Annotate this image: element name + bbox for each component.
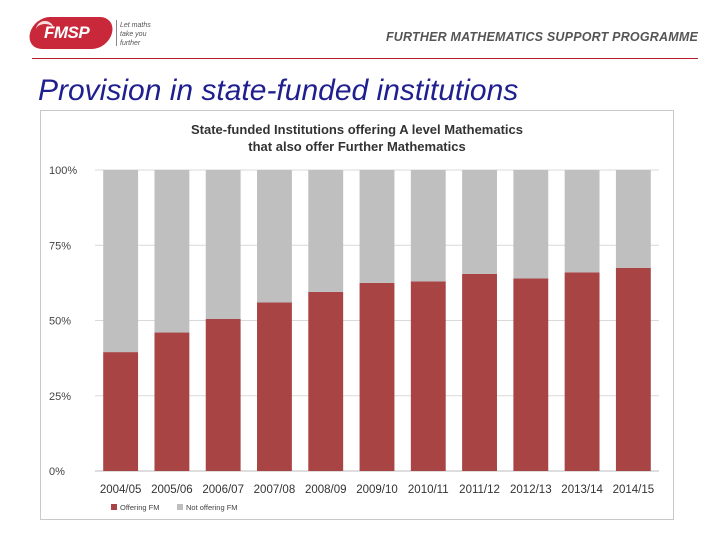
- bar-not-offering-fm: [359, 170, 395, 283]
- bar-not-offering-fm: [308, 170, 344, 292]
- y-tick-label: 100%: [49, 165, 77, 177]
- bar-not-offering-fm: [103, 170, 139, 353]
- bar-not-offering-fm: [257, 170, 292, 303]
- logo-tagline-line2: take you further: [120, 31, 147, 47]
- x-tick-label: 2010/11: [408, 484, 449, 496]
- bar-offering-fm: [308, 291, 344, 471]
- x-tick-label: 2008/09: [305, 484, 347, 496]
- slide-title: Provision in state-funded institutions: [38, 74, 519, 107]
- bar-not-offering-fm: [205, 170, 241, 319]
- bar-offering-fm: [103, 352, 139, 471]
- bar-offering-fm: [257, 302, 292, 471]
- logo-tagline: Let maths take you further: [120, 21, 162, 48]
- bar-offering-fm: [154, 332, 190, 471]
- y-tick-label: 50%: [49, 316, 71, 328]
- y-tick-label: 75%: [49, 240, 71, 252]
- stacked-bar-chart: 0% 25% 50% 75% 100% 2004/05 2005/06 2006/07 2007…: [49, 165, 659, 512]
- x-tick-label: 2007/08: [254, 484, 296, 496]
- y-tick-label: 25%: [49, 391, 71, 403]
- chart-container: 0% 25% 50% 75% 100% 2004/05 2005/06 2006/07 2007…: [40, 110, 674, 520]
- bar-offering-fm: [564, 272, 600, 471]
- bar-not-offering-fm: [410, 170, 446, 282]
- x-tick-label: 2012/13: [510, 484, 552, 496]
- logo-swoosh-icon: [36, 21, 54, 34]
- x-tick-label: 2013/14: [561, 484, 603, 496]
- x-tick-label: 2006/07: [202, 484, 244, 496]
- chart-title-line2: that also offer Further Mathematics: [248, 139, 466, 154]
- x-tick-label: 2009/10: [356, 484, 398, 496]
- chart-title-line1: State-funded Institutions offering A lev…: [190, 122, 523, 137]
- bar-offering-fm: [205, 318, 241, 471]
- bar-offering-fm: [410, 281, 446, 471]
- x-tick-label: 2005/06: [151, 484, 193, 496]
- x-tick-label: 2011/12: [459, 484, 500, 496]
- bar-not-offering-fm: [615, 170, 651, 268]
- y-tick-label: 0%: [49, 466, 65, 478]
- chart-title: State-funded Institutions offering A lev…: [41, 121, 673, 155]
- programme-name: FURTHER MATHEMATICS SUPPORT PROGRAMME: [385, 30, 698, 44]
- bar-not-offering-fm: [154, 170, 190, 333]
- bar-not-offering-fm: [462, 170, 497, 274]
- logo-text: FMSP: [44, 23, 90, 42]
- x-tick-label: 2014/15: [613, 484, 655, 496]
- logo-tagline-line1: Let maths: [120, 22, 151, 29]
- bar-offering-fm: [615, 267, 651, 471]
- legend-label: Not offering FM: [186, 503, 238, 512]
- x-tick-label: 2004/05: [100, 484, 142, 496]
- legend-swatch: [111, 504, 117, 510]
- bar-not-offering-fm: [564, 170, 600, 273]
- header-divider: [32, 58, 698, 59]
- fmsp-logo: FMSP Let maths take you further: [22, 14, 162, 54]
- logo-divider: [116, 20, 117, 46]
- legend-label: Offering FM: [120, 503, 159, 512]
- bar-offering-fm: [359, 282, 395, 471]
- bar-offering-fm: [462, 273, 497, 471]
- legend-swatch: [177, 504, 183, 510]
- bar-offering-fm: [513, 278, 549, 471]
- bar-not-offering-fm: [513, 170, 549, 279]
